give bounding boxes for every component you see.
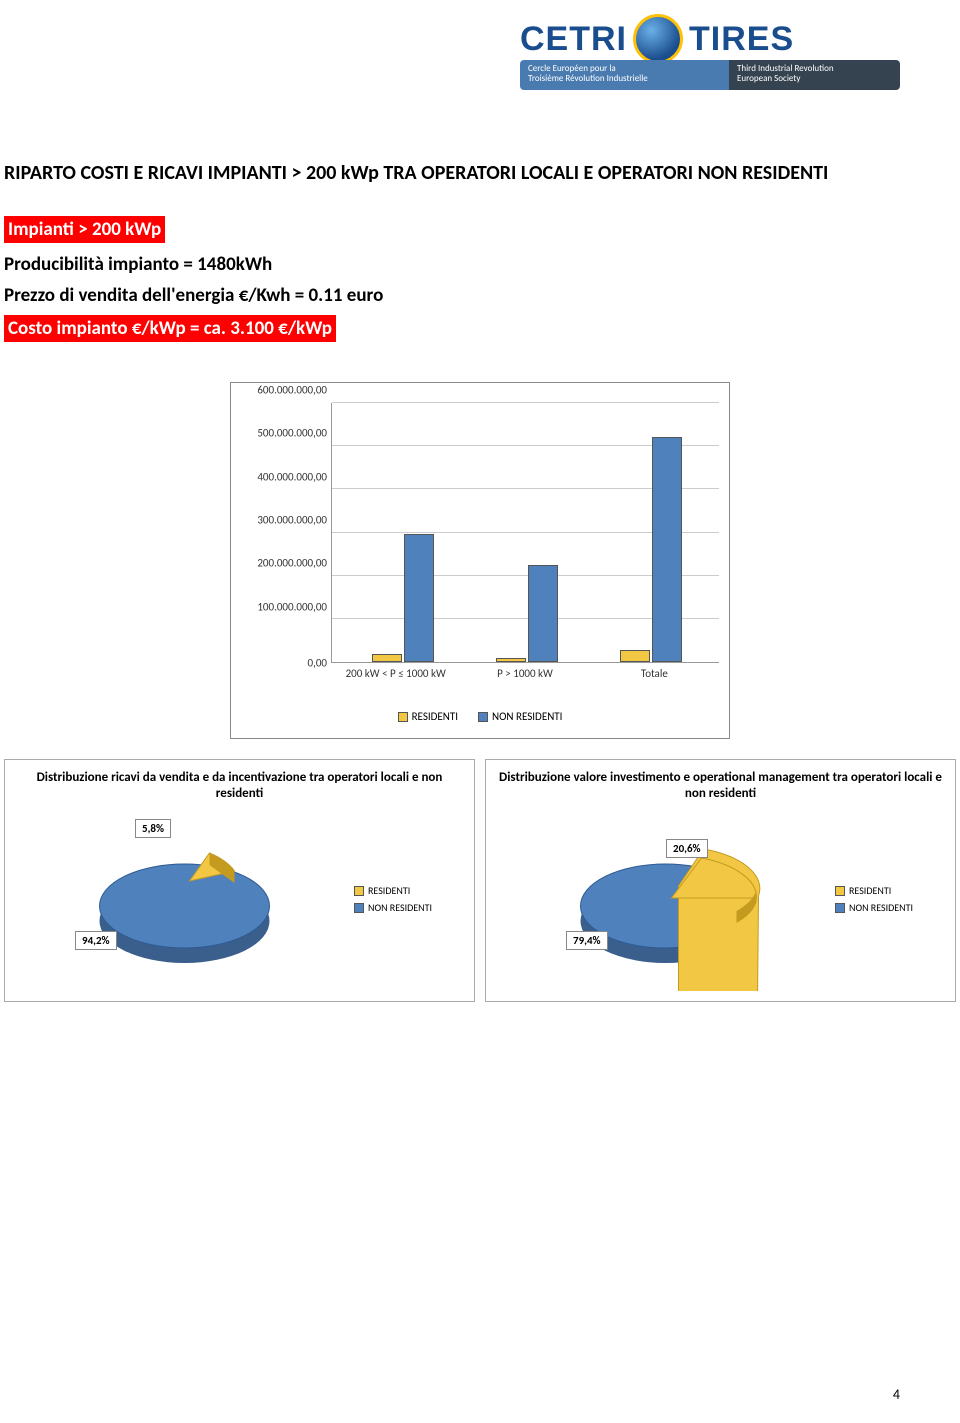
bar-residenti-0 <box>372 654 402 662</box>
legend-label-nonresidenti: NON RESIDENTI <box>492 710 562 723</box>
pie-right-swatch-nonresidenti <box>835 903 845 913</box>
bar-nonresidenti-2 <box>652 437 682 662</box>
y-tick-1: 100.000.000,00 <box>257 600 327 613</box>
pie-right-callout-residenti: 20,6% <box>666 839 708 858</box>
pie-chart-left: Distribuzione ricavi da vendita e da inc… <box>4 759 475 1002</box>
bar-residenti-2 <box>620 650 650 662</box>
bar-chart-y-axis: 0,00 100.000.000,00 200.000.000,00 300.0… <box>241 403 331 663</box>
pie-left-legend: RESIDENTI NON RESIDENTI <box>354 884 464 918</box>
pie-left-legend-label-nonresidenti: NON RESIDENTI <box>368 901 432 914</box>
pie-left-legend-label-residenti: RESIDENTI <box>368 884 410 897</box>
header-logo-wrap: CETRI TIRES Cercle Européen pour la Troi… <box>0 0 960 100</box>
bar-nonresidenti-1 <box>528 565 558 663</box>
logo-subtitle-right-line2: European Society <box>737 74 892 84</box>
bar-chart: 0,00 100.000.000,00 200.000.000,00 300.0… <box>230 382 730 739</box>
pie-right-legend: RESIDENTI NON RESIDENTI <box>835 884 945 918</box>
prezzo-line: Prezzo di vendita dell'energia €/Kwh = 0… <box>4 284 956 307</box>
pie-chart-right: Distribuzione valore investimento e oper… <box>485 759 956 1002</box>
pie-left-swatch-nonresidenti <box>354 903 364 913</box>
legend-item-residenti: RESIDENTI <box>398 710 458 723</box>
bar-chart-legend: RESIDENTI NON RESIDENTI <box>241 710 719 723</box>
logo-cetri-text: CETRI <box>520 20 627 59</box>
pie-right-callout-nonresidenti: 79,4% <box>566 931 608 950</box>
impianti-highlight: Impianti > 200 kWp <box>4 216 165 243</box>
producibilita-line: Producibilità impianto = 1480kWh <box>4 253 956 276</box>
pie-right-legend-nonresidenti: NON RESIDENTI <box>835 901 945 914</box>
legend-item-nonresidenti: NON RESIDENTI <box>478 710 562 723</box>
x-label-2: Totale <box>590 667 719 680</box>
pie-right-legend-residenti: RESIDENTI <box>835 884 945 897</box>
y-tick-0: 0,00 <box>308 657 327 670</box>
pie-right-swatch-residenti <box>835 886 845 896</box>
pie-left-swatch-residenti <box>354 886 364 896</box>
y-tick-2: 200.000.000,00 <box>257 557 327 570</box>
logo-tires-text: TIRES <box>689 20 794 59</box>
pie-left-legend-residenti: RESIDENTI <box>354 884 464 897</box>
pie-right-legend-label-nonresidenti: NON RESIDENTI <box>849 901 913 914</box>
logo-subtitle-left-line2: Troisième Révolution Industrielle <box>528 74 721 84</box>
pie-left-svg <box>15 811 354 991</box>
costo-highlight: Costo impianto €/kWp = ca. 3.100 €/kWp <box>4 315 336 342</box>
logo-subtitle-left: Cercle Européen pour la Troisième Révolu… <box>520 60 729 90</box>
legend-label-residenti: RESIDENTI <box>412 710 458 723</box>
y-tick-6: 600.000.000,00 <box>257 384 327 397</box>
pie-left-callout-residenti: 5,8% <box>135 819 171 838</box>
page-number: 4 <box>893 1386 900 1403</box>
y-tick-3: 300.000.000,00 <box>257 514 327 527</box>
pie-left-callout-nonresidenti: 94,2% <box>75 931 117 950</box>
y-tick-4: 400.000.000,00 <box>257 470 327 483</box>
legend-swatch-residenti <box>398 712 408 722</box>
y-tick-5: 500.000.000,00 <box>257 427 327 440</box>
bar-nonresidenti-0 <box>404 534 434 662</box>
page-title: RIPARTO COSTI E RICAVI IMPIANTI > 200 kW… <box>4 160 956 186</box>
logo: CETRI TIRES Cercle Européen pour la Troi… <box>520 10 900 100</box>
pie-right-legend-label-residenti: RESIDENTI <box>849 884 891 897</box>
logo-subtitle-right: Third Industrial Revolution European Soc… <box>729 60 900 90</box>
pie-left-legend-nonresidenti: NON RESIDENTI <box>354 901 464 914</box>
x-label-0: 200 kW < P ≤ 1000 kW <box>331 667 460 680</box>
bar-residenti-1 <box>496 658 526 662</box>
pie-right-svg <box>496 811 835 991</box>
pie-right-title: Distribuzione valore investimento e oper… <box>496 770 945 801</box>
bar-chart-x-axis: 200 kW < P ≤ 1000 kW P > 1000 kW Totale <box>331 667 719 680</box>
legend-swatch-nonresidenti <box>478 712 488 722</box>
pie-left-title: Distribuzione ricavi da vendita e da inc… <box>15 770 464 801</box>
x-label-1: P > 1000 kW <box>460 667 589 680</box>
bar-chart-plot <box>331 403 719 663</box>
globe-icon <box>633 14 683 64</box>
